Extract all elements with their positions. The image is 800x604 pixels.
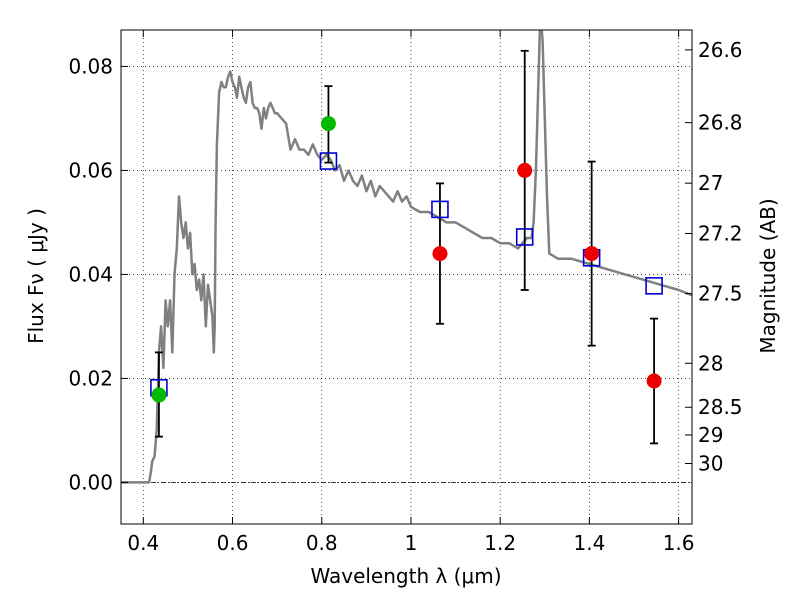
- model-flux-square: [645, 277, 663, 295]
- y-tick-label: 0.08: [68, 54, 113, 78]
- model-flux-square: [515, 228, 534, 246]
- model-flux-square: [431, 200, 449, 219]
- grid-lines: [121, 30, 692, 524]
- x-tick-label: 0.6: [217, 531, 249, 555]
- y-tick-label: 0.02: [68, 366, 113, 390]
- red-data-point: [517, 162, 533, 178]
- x-axis-ticks: 0.4 0.6 0.8 1 1.2 1.4 1.6: [127, 30, 695, 555]
- x-tick-label: 1.6: [663, 531, 695, 555]
- magnitude-axis-ticks: 26.6 26.8 27 27.2 27.5 28 28.5 29 30: [685, 38, 743, 476]
- x-tick-label: 0.8: [306, 531, 338, 555]
- magnitude-tick-label: 27.2: [698, 222, 743, 246]
- red-data-point: [646, 373, 662, 389]
- template-spectrum: [121, 30, 692, 484]
- green-data-point: [320, 116, 336, 132]
- y-tick-label: 0.00: [68, 470, 113, 494]
- x-tick-label: 0.4: [127, 531, 159, 555]
- red-data-point: [584, 246, 600, 262]
- x-tick-label: 1: [405, 531, 418, 555]
- y-axis-label: Flux Fν ( μJy ): [24, 208, 48, 344]
- model-flux-square: [319, 152, 338, 170]
- magnitude-tick-label: 26.6: [698, 38, 743, 62]
- template-spectrum-line: [121, 30, 692, 484]
- green-data-point: [151, 387, 167, 403]
- x-axis-label: Wavelength λ (μm): [310, 564, 501, 588]
- magnitude-tick-label: 30: [698, 452, 723, 476]
- magnitude-axis-label: Magnitude (AB): [756, 198, 780, 353]
- x-tick-label: 1.4: [573, 531, 605, 555]
- magnitude-tick-label: 28: [698, 351, 723, 375]
- y-tick-label: 0.06: [68, 158, 113, 182]
- magnitude-tick-label: 27.5: [698, 282, 743, 306]
- y-axis-ticks: 0.00 0.02 0.04 0.06 0.08: [68, 54, 128, 494]
- error-bars: [154, 49, 659, 445]
- y-tick-label: 0.04: [68, 262, 113, 286]
- magnitude-tick-label: 26.8: [698, 111, 743, 135]
- plot-frame: [120, 29, 693, 525]
- magnitude-tick-label: 28.5: [698, 395, 743, 419]
- data-markers: [150, 116, 663, 403]
- magnitude-tick-label: 27: [698, 171, 723, 195]
- magnitude-tick-label: 29: [698, 423, 723, 447]
- x-tick-label: 1.2: [484, 531, 516, 555]
- red-data-point: [432, 246, 448, 262]
